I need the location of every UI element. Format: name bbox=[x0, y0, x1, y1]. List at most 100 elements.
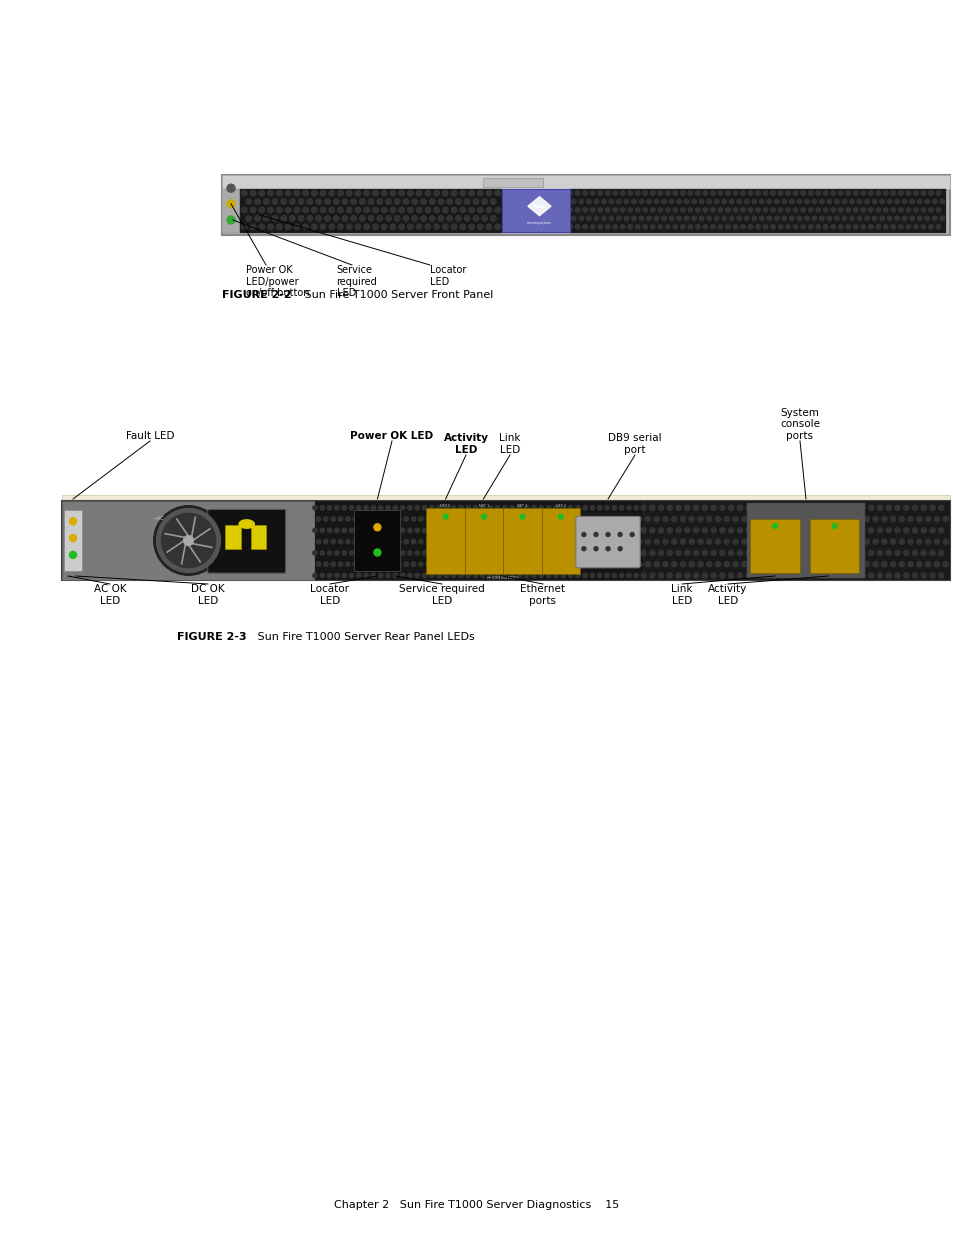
Circle shape bbox=[905, 191, 910, 195]
Bar bbox=[314, 501, 643, 580]
Circle shape bbox=[807, 207, 812, 212]
Circle shape bbox=[939, 199, 943, 204]
Circle shape bbox=[385, 199, 391, 205]
Circle shape bbox=[480, 505, 485, 510]
Circle shape bbox=[531, 505, 536, 510]
Circle shape bbox=[506, 540, 510, 543]
Circle shape bbox=[781, 573, 785, 578]
Circle shape bbox=[355, 190, 360, 196]
Circle shape bbox=[416, 224, 421, 230]
Circle shape bbox=[916, 516, 921, 521]
Circle shape bbox=[666, 505, 672, 510]
Circle shape bbox=[924, 199, 928, 204]
Circle shape bbox=[676, 216, 680, 221]
Circle shape bbox=[662, 516, 667, 521]
Circle shape bbox=[564, 517, 569, 521]
Circle shape bbox=[422, 505, 426, 510]
Circle shape bbox=[770, 225, 775, 228]
Circle shape bbox=[418, 517, 422, 521]
Circle shape bbox=[789, 505, 794, 510]
Circle shape bbox=[911, 573, 917, 578]
Circle shape bbox=[710, 207, 715, 212]
Circle shape bbox=[473, 551, 477, 555]
Circle shape bbox=[342, 529, 346, 532]
Circle shape bbox=[770, 207, 775, 212]
Circle shape bbox=[684, 505, 689, 510]
Circle shape bbox=[594, 216, 598, 221]
Circle shape bbox=[649, 551, 655, 556]
Circle shape bbox=[468, 207, 474, 212]
Circle shape bbox=[894, 216, 899, 221]
Circle shape bbox=[442, 224, 448, 230]
Circle shape bbox=[616, 216, 620, 221]
Circle shape bbox=[451, 207, 456, 212]
Circle shape bbox=[886, 216, 891, 221]
Circle shape bbox=[598, 207, 601, 212]
Circle shape bbox=[687, 191, 692, 195]
Circle shape bbox=[921, 207, 924, 212]
Circle shape bbox=[859, 527, 864, 534]
Circle shape bbox=[642, 207, 647, 212]
Circle shape bbox=[381, 207, 387, 212]
Circle shape bbox=[495, 190, 500, 196]
Circle shape bbox=[921, 573, 925, 578]
Circle shape bbox=[921, 527, 925, 534]
Circle shape bbox=[861, 207, 864, 212]
Circle shape bbox=[335, 505, 338, 510]
Circle shape bbox=[911, 527, 917, 534]
Circle shape bbox=[510, 529, 514, 532]
Circle shape bbox=[640, 505, 645, 510]
Circle shape bbox=[396, 540, 400, 543]
Circle shape bbox=[719, 551, 724, 556]
Text: Sun: Sun bbox=[532, 204, 546, 209]
Circle shape bbox=[590, 529, 594, 532]
Circle shape bbox=[578, 216, 583, 221]
Bar bbox=[482, 178, 542, 186]
Polygon shape bbox=[527, 196, 551, 216]
Circle shape bbox=[867, 207, 872, 212]
Circle shape bbox=[425, 190, 430, 196]
Circle shape bbox=[333, 216, 338, 221]
Circle shape bbox=[538, 505, 543, 510]
Circle shape bbox=[714, 216, 719, 221]
Circle shape bbox=[385, 505, 390, 510]
Circle shape bbox=[451, 529, 456, 532]
Circle shape bbox=[618, 532, 621, 536]
Circle shape bbox=[315, 216, 321, 221]
Circle shape bbox=[394, 216, 399, 221]
Circle shape bbox=[838, 207, 842, 212]
Circle shape bbox=[447, 540, 452, 543]
Circle shape bbox=[820, 562, 824, 567]
Text: FIGURE 2-3: FIGURE 2-3 bbox=[177, 632, 247, 642]
Circle shape bbox=[740, 538, 746, 545]
Circle shape bbox=[407, 551, 412, 555]
Circle shape bbox=[335, 573, 338, 578]
Circle shape bbox=[785, 225, 789, 228]
Circle shape bbox=[320, 551, 324, 555]
Circle shape bbox=[550, 562, 554, 567]
Circle shape bbox=[819, 216, 823, 221]
Circle shape bbox=[815, 225, 820, 228]
Circle shape bbox=[774, 216, 779, 221]
Circle shape bbox=[560, 505, 565, 510]
Circle shape bbox=[70, 517, 76, 525]
Circle shape bbox=[560, 529, 565, 532]
Circle shape bbox=[861, 191, 864, 195]
Circle shape bbox=[785, 207, 789, 212]
Circle shape bbox=[640, 573, 645, 578]
Circle shape bbox=[867, 505, 873, 510]
Circle shape bbox=[455, 562, 459, 567]
Circle shape bbox=[433, 540, 437, 543]
Circle shape bbox=[755, 191, 760, 195]
Circle shape bbox=[342, 505, 346, 510]
Circle shape bbox=[320, 573, 324, 578]
Circle shape bbox=[422, 551, 426, 555]
Circle shape bbox=[70, 535, 76, 542]
Bar bbox=[746, 503, 864, 578]
Circle shape bbox=[342, 199, 347, 205]
Circle shape bbox=[916, 538, 921, 545]
Circle shape bbox=[846, 538, 851, 545]
Circle shape bbox=[363, 551, 368, 555]
Circle shape bbox=[520, 540, 525, 543]
Circle shape bbox=[153, 506, 223, 576]
